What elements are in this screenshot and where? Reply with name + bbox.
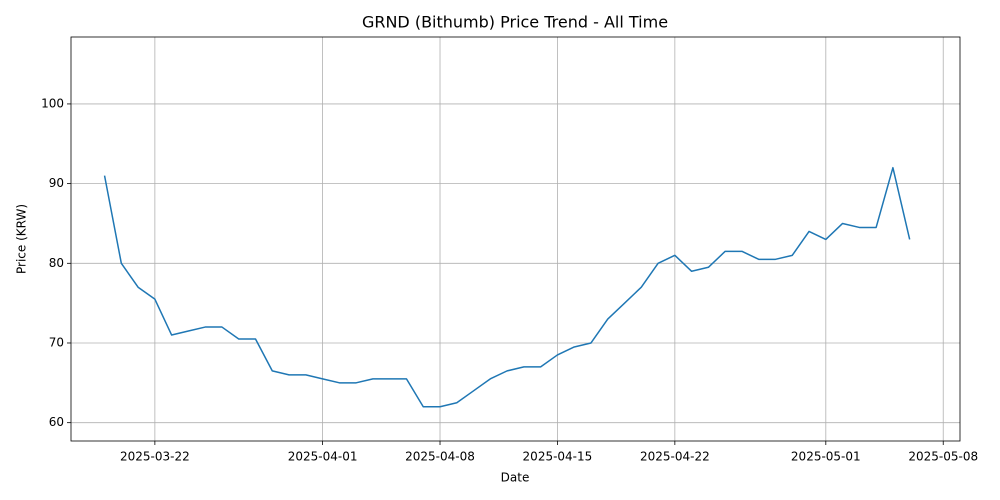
y-tick-label: 70 [49, 335, 64, 349]
x-tick-label: 2025-03-22 [120, 450, 190, 464]
y-axis-label: Price (KRW) [15, 204, 29, 274]
plot-frame [70, 36, 961, 442]
chart-title: GRND (Bithumb) Price Trend - All Time [362, 13, 668, 32]
x-axis-label: Date [501, 471, 530, 485]
x-tick-label: 2025-05-08 [908, 450, 978, 464]
x-tick-label: 2025-04-08 [405, 450, 475, 464]
x-tick-label: 2025-04-01 [288, 450, 358, 464]
y-tick-label: 60 [49, 415, 64, 429]
x-tick-label: 2025-04-22 [640, 450, 710, 464]
x-tick-label: 2025-04-15 [523, 450, 593, 464]
y-tick-label: 100 [41, 96, 64, 110]
x-tick-label: 2025-05-01 [791, 450, 861, 464]
price-line [103, 166, 911, 408]
y-tick-label: 90 [49, 176, 64, 190]
y-tick-label: 80 [49, 256, 64, 270]
